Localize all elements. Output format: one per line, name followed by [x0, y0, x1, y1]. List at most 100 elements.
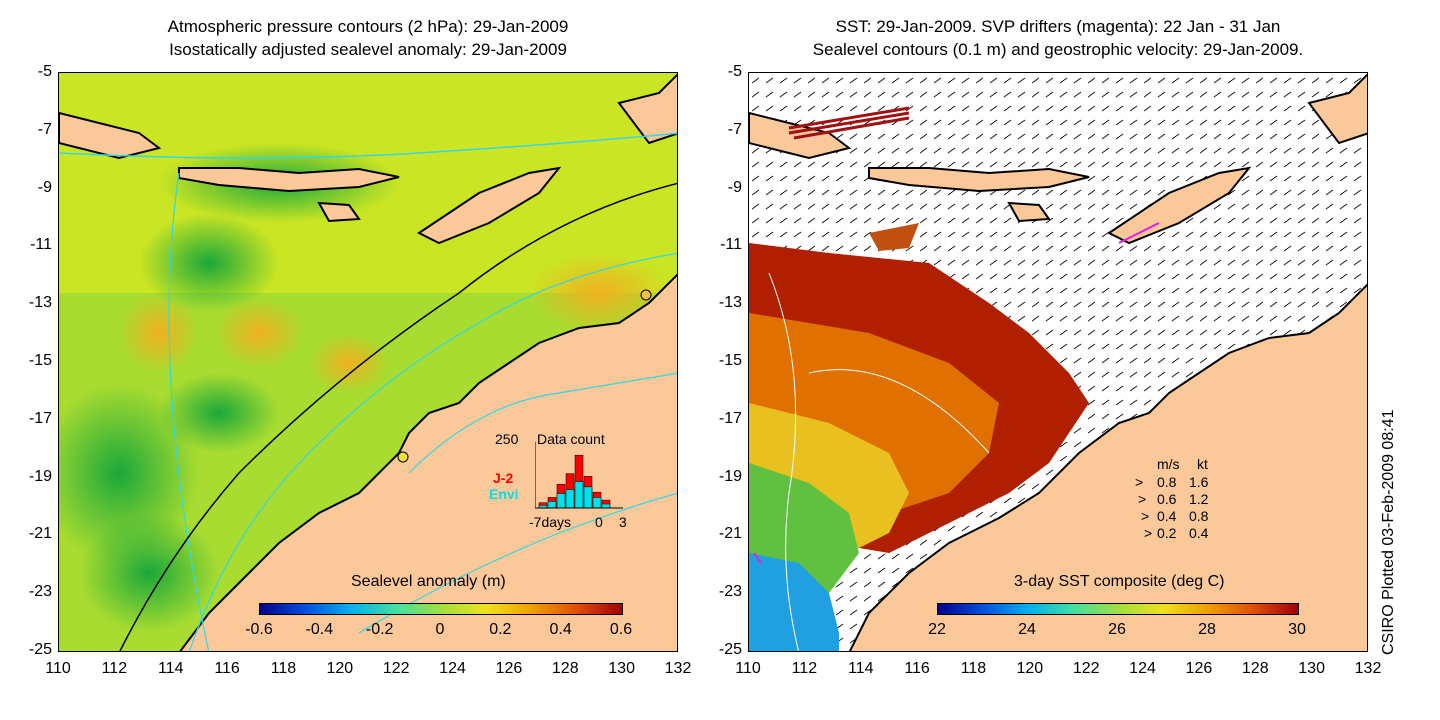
colorbar-tick-label: 0.6	[609, 621, 633, 638]
x-tick-label: 132	[1354, 660, 1382, 677]
x-tick-label: 122	[1072, 660, 1100, 677]
left-colorbar	[259, 603, 623, 615]
data-count-inset: 250 Data count J-2 Envi -7days 0 3	[485, 428, 627, 530]
velocity-legend: m/s kt >0.8 1.6 >0.6 1.2 >0.4 0.8 >0.2 0.4	[1127, 456, 1247, 546]
right-title-line1: SST: 29-Jan-2009. SVP drifters (magenta)…	[835, 17, 1281, 36]
colorbar-tick-label: 0.4	[549, 621, 572, 638]
legend-arrow-icon: >	[1138, 491, 1147, 507]
legend-header-kt: kt	[1197, 456, 1208, 472]
x-tick-label: 112	[101, 660, 128, 677]
colorbar-tick-label: 0.2	[489, 621, 512, 638]
x-tick-label: 118	[960, 660, 987, 677]
right-colorbar	[937, 603, 1299, 615]
inset-x-left: -7days	[529, 514, 572, 530]
x-tick-label: 124	[1129, 660, 1156, 677]
legend-ms-value: 0.4	[1157, 508, 1177, 524]
x-tick-label: 116	[904, 660, 930, 677]
legend-arrow-icon: >	[1141, 508, 1150, 524]
x-tick-label: 114	[847, 660, 874, 677]
x-tick-label: 120	[1016, 660, 1044, 677]
y-tick-label: -21	[718, 525, 742, 543]
legend-kt-value: 0.8	[1189, 508, 1209, 524]
legend-header-ms: m/s	[1157, 456, 1180, 472]
y-tick-label: -5	[727, 63, 742, 80]
legend-kt-value: 1.2	[1189, 491, 1209, 507]
x-tick-label: 128	[551, 660, 579, 677]
y-tick-label: -25	[28, 641, 52, 658]
colorbar-tick-label: 24	[1018, 621, 1036, 638]
colorbar-tick-label: 0	[435, 621, 445, 638]
y-tick-label: -7	[727, 120, 742, 138]
inset-x-mid: 0	[595, 514, 603, 530]
inset-bar-b	[583, 486, 593, 509]
inset-series-b: Envi	[489, 486, 519, 502]
y-tick-label: -15	[718, 352, 742, 369]
y-tick-label: -13	[28, 294, 52, 312]
inset-series-a: J-2	[493, 470, 514, 486]
sst-map: m/s kt >0.8 1.6 >0.6 1.2 >0.4 0.8 >0.2 0.4 3-da…	[748, 72, 1368, 652]
x-tick-label: 132	[664, 660, 692, 677]
legend-ms-value: 0.6	[1157, 491, 1177, 507]
colorbar-tick-label: 30	[1288, 621, 1306, 638]
sealevel-anomaly-map: 250 Data count J-2 Envi -7days 0 3 Seale…	[58, 72, 678, 652]
x-tick-label: 114	[157, 660, 184, 677]
x-tick-label: 130	[608, 660, 635, 677]
y-tick-label: -23	[28, 583, 52, 601]
x-tick-label: 110	[735, 660, 761, 677]
colorbar-tick-label: 22	[928, 621, 946, 638]
y-tick-label: -15	[28, 352, 52, 369]
colorbar-tick-label: -0.4	[305, 621, 334, 638]
colorbar-tick-label: 28	[1198, 621, 1216, 638]
x-tick-label: 126	[1185, 660, 1213, 677]
y-tick-label: -17	[28, 409, 52, 427]
x-tick-label: 116	[214, 660, 240, 677]
legend-ms-value: 0.8	[1157, 474, 1177, 490]
colorbar-tick-label: -0.6	[245, 621, 273, 638]
y-tick-label: -11	[30, 236, 52, 254]
y-tick-label: -9	[727, 178, 742, 196]
y-tick-label: -23	[718, 583, 742, 601]
x-tick-label: 130	[1298, 660, 1325, 677]
inset-bar-b	[556, 493, 566, 509]
inset-bar-chart	[535, 442, 623, 509]
inset-bar-b	[601, 503, 611, 509]
right-colorbar-label: 3-day SST composite (deg C)	[1014, 573, 1225, 590]
inset-bar-b	[574, 481, 584, 509]
inset-title: Data count	[537, 431, 605, 447]
y-tick-label: -17	[718, 409, 742, 427]
y-tick-label: -11	[720, 236, 742, 254]
x-tick-label: 110	[45, 660, 71, 677]
inset-bar-b	[547, 501, 557, 509]
y-tick-label: -7	[37, 120, 52, 138]
y-tick-label: -19	[28, 467, 52, 485]
legend-kt-value: 1.6	[1189, 474, 1209, 490]
right-title-line2: Sealevel contours (0.1 m) and geostrophi…	[812, 40, 1304, 59]
colorbar-tick-label: -0.2	[365, 621, 394, 638]
x-tick-label: 118	[270, 660, 297, 677]
inset-x-right: 3	[619, 514, 627, 530]
left-title-line1: Atmospheric pressure contours (2 hPa): 2…	[167, 17, 569, 36]
inset-bar-b	[592, 497, 602, 509]
x-tick-label: 124	[439, 660, 466, 677]
x-tick-label: 112	[791, 660, 818, 677]
legend-kt-value: 0.4	[1189, 525, 1209, 541]
colorbar-tick-label: 26	[1108, 621, 1126, 638]
side-plot-label: CSIRO Plotted 03-Feb-2009 08:41	[1380, 409, 1397, 655]
inset-bar-b	[565, 489, 575, 509]
y-tick-label: -5	[37, 63, 52, 80]
x-tick-label: 120	[326, 660, 354, 677]
y-tick-label: -21	[28, 525, 52, 543]
y-tick-label: -13	[718, 294, 742, 312]
y-tick-label: -19	[718, 467, 742, 485]
left-colorbar-label: Sealevel anomaly (m)	[351, 573, 506, 590]
left-title-line2: Isostatically adjusted sealevel anomaly:…	[169, 40, 567, 59]
x-tick-label: 128	[1241, 660, 1269, 677]
legend-arrow-icon: >	[1144, 525, 1153, 541]
x-tick-label: 126	[495, 660, 523, 677]
legend-arrow-icon: >	[1135, 474, 1144, 490]
legend-ms-value: 0.2	[1157, 525, 1177, 541]
y-tick-label: -25	[718, 641, 742, 658]
inset-max-label: 250	[495, 431, 519, 447]
x-tick-label: 122	[382, 660, 410, 677]
y-tick-label: -9	[37, 178, 52, 196]
